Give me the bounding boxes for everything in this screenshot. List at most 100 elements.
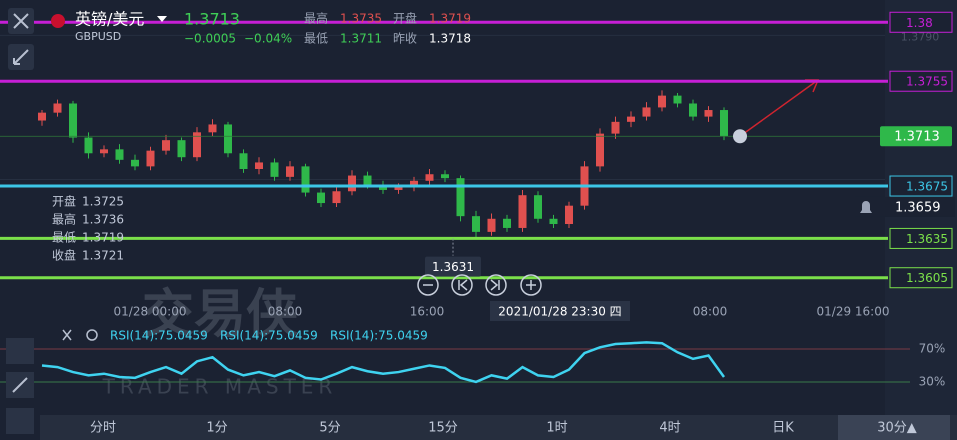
x-tick-label: 08:00 — [693, 305, 728, 319]
tool-button[interactable] — [6, 338, 34, 364]
candle-body — [425, 174, 434, 181]
candle-body — [611, 121, 620, 134]
rsi-close[interactable] — [62, 329, 72, 341]
candle-body — [53, 103, 62, 113]
step-forward[interactable] — [485, 274, 507, 296]
tab-bar — [40, 415, 957, 440]
alert-tag — [855, 196, 955, 217]
candle-body — [224, 124, 232, 154]
low-label: 最低 — [304, 32, 328, 46]
candle-body — [301, 166, 310, 193]
candle-body — [100, 149, 108, 154]
x-tick-label: 08:00 — [268, 305, 303, 319]
level-tag — [889, 175, 953, 197]
dropdown[interactable] — [157, 16, 167, 22]
candle-chart: 1.37901.36801.37131.381.37551.36751.3635… — [0, 11, 955, 388]
x-tick-label: 16:00 — [410, 305, 445, 319]
watermark-en: TRADER MASTER — [102, 375, 338, 399]
watermark-cn: 交易侠 — [142, 285, 298, 345]
candle-body — [627, 116, 635, 122]
candle-body — [518, 195, 527, 228]
x-tick-label: 2021/01/28 23:30 四 — [498, 305, 621, 319]
candle-body — [487, 218, 496, 232]
change-pct: −0.04% — [244, 32, 292, 46]
rsi-visibility[interactable] — [86, 329, 98, 341]
candle-body — [162, 140, 170, 151]
level-label: 1.3605 — [906, 271, 948, 285]
side-tools — [6, 329, 98, 434]
ohlc-value: 1.3725 — [82, 195, 124, 209]
close-icon — [13, 13, 29, 29]
y-tick-label: 1.3790 — [901, 30, 940, 43]
ohlc-label: 开盘 — [52, 194, 76, 209]
candle-body — [534, 195, 542, 219]
rsi-legend: RSI(14):75.0459 — [110, 329, 208, 343]
prev-label: 昨收 — [393, 32, 417, 46]
ohlc-label: 最高 — [52, 212, 76, 227]
candle-body — [363, 175, 372, 185]
candle-body — [255, 162, 263, 169]
candle-body — [332, 191, 341, 204]
level-label: 1.3755 — [906, 75, 948, 89]
candle-body — [689, 103, 697, 117]
candle-body — [270, 162, 279, 177]
cursor-tag — [425, 256, 481, 277]
price: 1.3713 — [184, 10, 240, 29]
prev: 1.3718 — [429, 32, 471, 46]
open: 1.3719 — [429, 12, 471, 26]
pair: 英镑/美元 — [75, 10, 144, 29]
candle-body — [642, 107, 651, 117]
tab[interactable]: 30分▲ — [877, 421, 917, 436]
tab[interactable]: 1分 — [206, 421, 227, 436]
candle-body — [472, 216, 480, 232]
candle-body — [84, 137, 93, 154]
tab[interactable]: 5分 — [319, 421, 340, 436]
bell-icon — [860, 200, 872, 213]
tab[interactable]: 日K — [772, 421, 794, 436]
code: GBPUSD — [75, 30, 121, 43]
rsi-legend: RSI(14):75.0459 — [330, 329, 428, 343]
zoom-out[interactable] — [417, 274, 439, 296]
ohlc-label: 收盘 — [52, 248, 76, 263]
candle-body — [286, 166, 294, 177]
candle-body — [317, 192, 325, 204]
shrink-icon — [13, 49, 29, 65]
candle-body — [673, 95, 682, 104]
current-price-label: 1.3713 — [894, 130, 940, 145]
high-label: 最高 — [304, 11, 328, 26]
current-price-tag — [880, 126, 952, 147]
tab[interactable]: 分时 — [90, 421, 116, 436]
candle-body — [704, 110, 713, 117]
tool-button[interactable] — [6, 408, 34, 434]
level-tag — [889, 11, 953, 33]
level-tag — [889, 70, 953, 92]
candle-body — [658, 95, 666, 108]
candle-body — [115, 149, 124, 160]
candle-body — [410, 180, 418, 188]
zoom-in[interactable] — [520, 274, 542, 296]
candle-body — [441, 174, 449, 179]
tab[interactable]: 1时 — [546, 421, 567, 436]
low: 1.3711 — [340, 32, 382, 46]
step-back[interactable] — [451, 274, 473, 296]
candle-body — [208, 124, 217, 133]
level-label: 1.3635 — [906, 232, 948, 246]
rsi-tick-label: 70% — [919, 341, 946, 355]
level-tag — [889, 267, 953, 289]
ohlc-value: 1.3736 — [82, 213, 124, 227]
cursor-time-tag — [490, 301, 630, 321]
tab[interactable]: 4时 — [659, 421, 680, 436]
level-label: 1.38 — [906, 16, 933, 30]
info-icon — [733, 129, 747, 144]
tab[interactable]: 15分 — [428, 421, 458, 436]
zoom-controls — [417, 274, 542, 296]
x-tick-label: 01/29 16:00 — [817, 305, 890, 319]
candle-body — [239, 153, 248, 169]
candle-body — [549, 218, 558, 225]
candle-body — [146, 150, 155, 167]
candle-body — [131, 159, 139, 167]
candle-body — [177, 140, 186, 158]
cursor-label: 1.3631 — [432, 260, 474, 274]
ohlc-label: 最低 — [52, 231, 76, 245]
candle-body — [348, 175, 356, 192]
